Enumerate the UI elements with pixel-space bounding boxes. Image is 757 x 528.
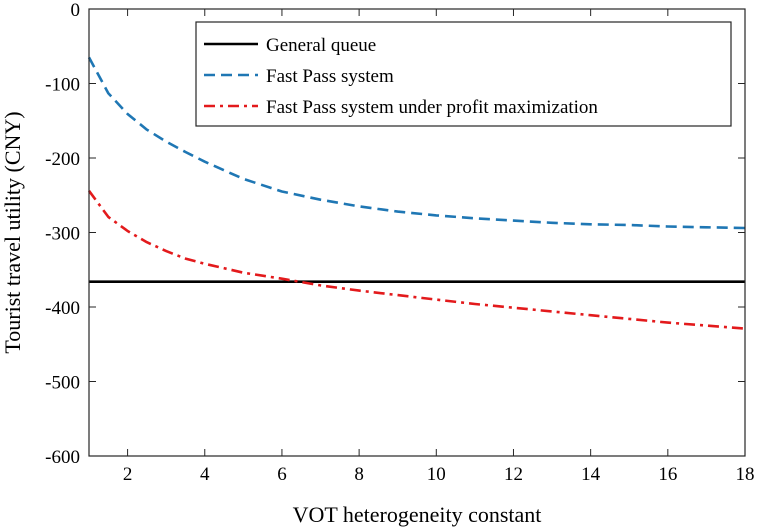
legend: General queue Fast Pass system Fast Pass s… (195, 21, 732, 127)
x-tick-label: 4 (200, 464, 210, 485)
y-tick-label: -300 (45, 224, 80, 245)
ticks-layer: 2 4 6 8 10 12 14 16 18 0 -100 -200 -300 -400 -500 -600 (45, 0, 754, 485)
legend-label-3: Fast Pass system under profit maximizati… (266, 97, 598, 118)
x-tick-label: 6 (277, 464, 287, 485)
series-layer (87, 56, 746, 330)
x-tick-label: 2 (123, 464, 133, 485)
series-line-2 (87, 56, 746, 230)
x-tick-label: 14 (581, 464, 601, 485)
y-axis-label: Tourist travel utility (CNY) (0, 111, 25, 353)
y-tick-label: -200 (45, 149, 80, 170)
x-tick-label: 16 (658, 464, 677, 485)
series-line-3 (87, 190, 746, 330)
x-tick-label: 18 (736, 464, 755, 485)
y-tick-label: 0 (71, 0, 81, 21)
y-tick-label: -500 (45, 373, 80, 394)
y-tick-label: -400 (45, 298, 80, 319)
legend-box (195, 21, 732, 127)
x-axis-label: VOT heterogeneity constant (293, 502, 542, 527)
x-tick-label: 8 (354, 464, 364, 485)
x-tick-label: 12 (504, 464, 523, 485)
x-tick-label: 10 (427, 464, 446, 485)
y-tick-label: -100 (45, 75, 80, 96)
y-tick-label: -600 (45, 447, 80, 468)
legend-label-2: Fast Pass system (266, 66, 394, 87)
legend-label-1: General queue (266, 35, 376, 56)
